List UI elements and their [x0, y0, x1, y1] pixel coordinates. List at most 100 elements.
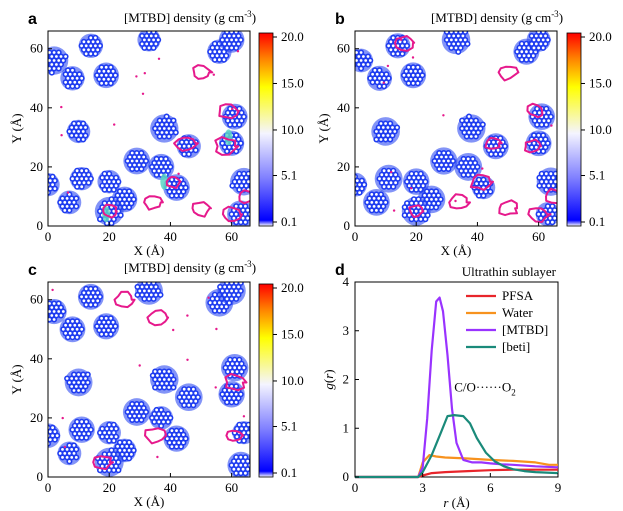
cluster-ring: [344, 182, 348, 186]
cluster-ring: [236, 121, 243, 128]
cluster-ring: [97, 216, 104, 223]
cluster-ring: [477, 125, 484, 132]
cluster-ring: [115, 467, 122, 474]
cluster-ring: [547, 113, 554, 120]
y-axis-label: g(r): [321, 369, 336, 389]
cluster-ring: [101, 186, 108, 193]
cluster-ring: [158, 422, 165, 429]
cluster-ring: [143, 408, 150, 415]
density-contour: [408, 204, 425, 218]
cluster-ring: [216, 307, 223, 314]
cluster-ring: [227, 121, 234, 128]
density-speck: [392, 209, 396, 212]
cluster-ring: [107, 331, 114, 338]
density-contour: [224, 372, 248, 392]
density-speck: [481, 167, 484, 170]
cluster-ring: [138, 166, 145, 173]
density-cluster: [430, 147, 458, 175]
density-cluster: [526, 31, 551, 52]
cluster-ring: [544, 36, 551, 43]
density-cluster: [64, 368, 93, 397]
density-cluster: [163, 425, 190, 452]
cluster-ring: [540, 148, 547, 155]
y-axis-label: Y (Å): [9, 364, 24, 394]
colorbar-tick-label: 10.0: [281, 373, 304, 388]
cluster-ring: [350, 58, 354, 62]
density-speck: [390, 170, 393, 174]
density-contour: [524, 138, 542, 154]
cluster-ring: [182, 184, 189, 191]
y-tick-label: 0: [344, 218, 351, 233]
cluster-ring: [48, 186, 49, 191]
density-contour: [165, 175, 182, 189]
cluster-ring: [168, 443, 175, 450]
cluster-ring: [73, 203, 80, 210]
cluster-ring: [87, 175, 94, 182]
cluster-ring: [381, 83, 388, 90]
x-tick-label: 0: [352, 480, 359, 495]
density-contour: [92, 455, 114, 471]
density-cluster: [350, 48, 374, 73]
cluster-ring: [346, 186, 350, 190]
cluster-ring: [146, 44, 153, 51]
density-cluster: [93, 62, 119, 89]
cluster-ring: [41, 425, 45, 429]
cluster-ring: [468, 133, 475, 140]
x-tick-label: 40: [164, 229, 177, 244]
cluster-ring: [155, 36, 162, 43]
cluster-ring: [87, 301, 94, 308]
density-cluster: [43, 46, 69, 76]
cluster-ring: [153, 171, 160, 178]
density-contour: [448, 193, 471, 210]
cluster-ring: [165, 384, 172, 391]
cluster-ring: [237, 140, 244, 147]
cluster-ring: [43, 309, 47, 313]
cluster-ring: [130, 196, 137, 203]
cluster-ring: [98, 331, 105, 338]
cluster-ring: [445, 166, 452, 173]
density-speck: [550, 124, 553, 127]
density-cluster: [149, 406, 174, 430]
cluster-ring: [106, 467, 113, 474]
colorbar-title-superscript: -3: [244, 259, 252, 269]
cluster-ring: [60, 57, 67, 64]
colorbar: [258, 32, 274, 227]
cluster-ring: [385, 75, 392, 82]
x-tick-label: 20: [103, 229, 116, 244]
cluster-ring: [170, 376, 177, 383]
colorbar-title: [MTBD] density (g cm-3): [431, 9, 563, 25]
y-axis-label-close: ): [321, 369, 336, 373]
cluster-ring: [129, 416, 136, 423]
density-cluster: [482, 133, 509, 160]
y-tick-label: 40: [30, 100, 43, 115]
cluster-ring: [224, 148, 231, 155]
y-tick-label: 20: [30, 159, 43, 174]
density-speck: [399, 38, 403, 41]
cluster-ring: [110, 437, 117, 444]
cluster-ring: [157, 291, 164, 298]
density-cluster: [363, 188, 390, 216]
density-speck: [60, 134, 63, 137]
cluster-ring: [173, 192, 180, 199]
cluster-ring: [538, 121, 545, 128]
cluster-ring: [43, 58, 47, 62]
cluster-ring: [355, 186, 356, 191]
cluster-ring: [78, 326, 85, 333]
x-axis-label: X (Å): [134, 243, 165, 258]
cluster-ring: [185, 151, 192, 158]
cluster-ring: [472, 133, 479, 140]
cluster-ring: [367, 57, 374, 64]
cluster-ring: [41, 174, 45, 178]
plot-area: [41, 31, 250, 226]
density-cluster: [457, 113, 486, 143]
density-cluster: [69, 167, 94, 191]
density-map-panel-a: 0 20 40 60 0 20 40 60 X (Å) Y (Å) a [MTBD] density …: [9, 9, 304, 258]
colorbar-title: [MTBD] density (g cm-3): [124, 9, 256, 25]
colorbar-tick-label: 5.1: [589, 168, 605, 183]
density-speck: [186, 358, 189, 361]
colorbar-tick-label: 15.0: [281, 75, 304, 90]
density-cluster: [441, 31, 471, 55]
density-cluster: [229, 167, 250, 196]
cluster-ring: [460, 171, 467, 178]
